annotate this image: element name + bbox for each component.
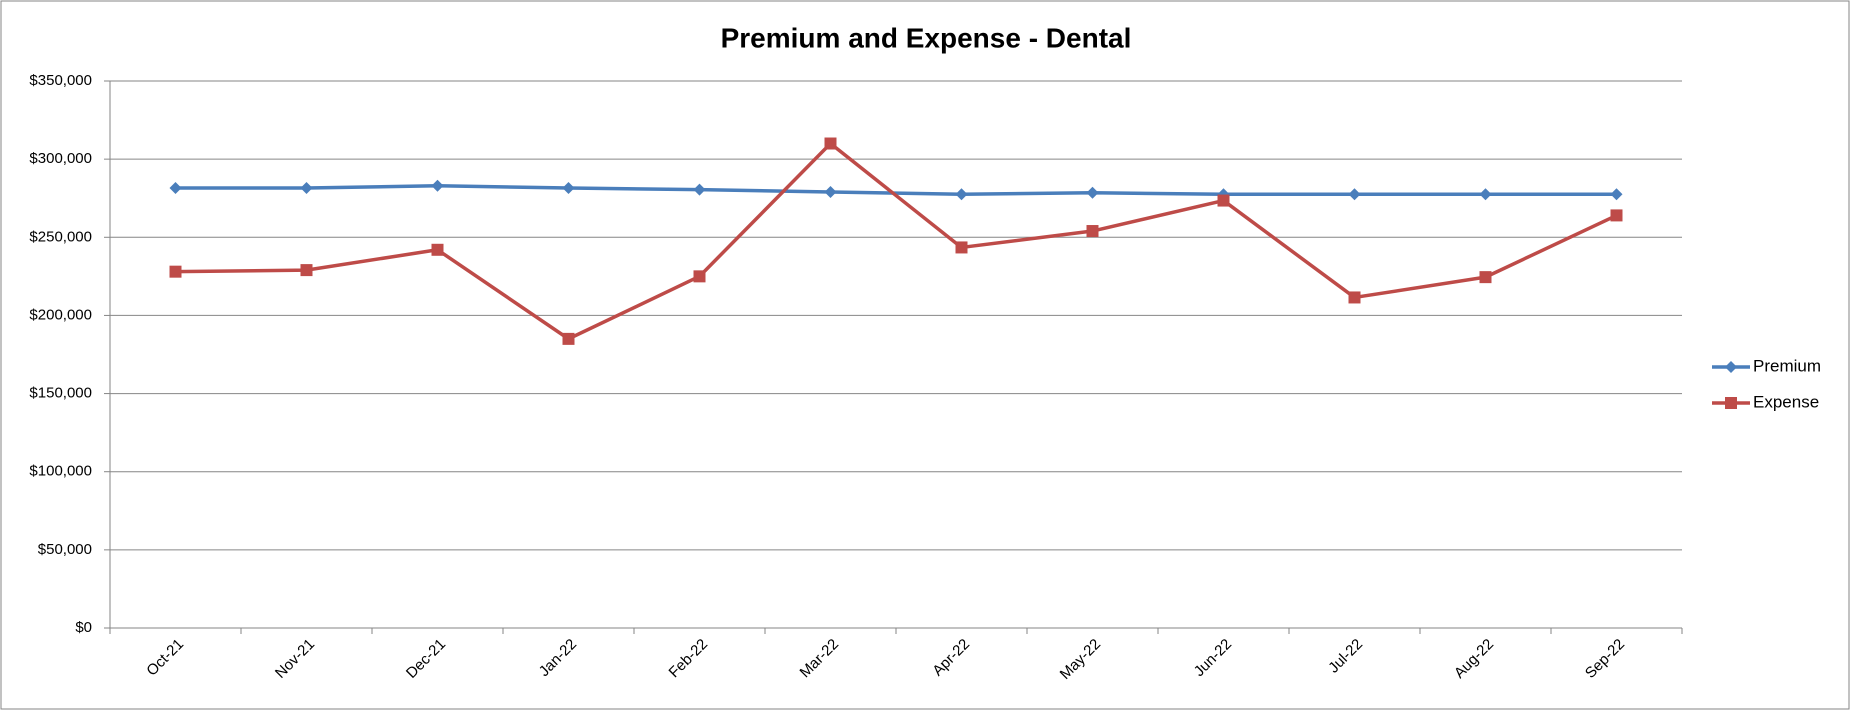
y-tick-label: $100,000 (29, 463, 92, 480)
point (1479, 271, 1492, 284)
point (955, 241, 968, 254)
point (1348, 291, 1361, 304)
chart-title: Premium and Expense - Dental (721, 22, 1132, 53)
point (1348, 188, 1361, 201)
y-tick-label: $200,000 (29, 306, 92, 323)
point (1086, 186, 1099, 199)
point (169, 182, 182, 195)
point (562, 182, 575, 195)
point (1610, 188, 1623, 201)
legend-marker (1725, 397, 1737, 409)
series-line (175, 141, 1618, 341)
point (824, 185, 837, 198)
y-tick-label: $350,000 (29, 72, 92, 89)
legend-label: Premium (1753, 356, 1821, 375)
point (824, 137, 837, 150)
point (1610, 209, 1623, 222)
point (693, 270, 706, 283)
legend-marker (1725, 361, 1737, 373)
point (300, 264, 313, 277)
series-line (175, 183, 1617, 197)
y-tick-label: $50,000 (38, 541, 92, 558)
point (300, 182, 313, 195)
point (1086, 225, 1099, 238)
point (431, 243, 444, 256)
y-tick-label: $300,000 (29, 150, 92, 167)
y-tick-label: $0 (75, 619, 92, 636)
point (1479, 188, 1492, 201)
point (1217, 194, 1230, 207)
point (169, 265, 182, 278)
y-tick-label: $250,000 (29, 228, 92, 245)
legend-label: Expense (1753, 392, 1819, 411)
point (693, 183, 706, 196)
point (562, 332, 575, 345)
point (431, 179, 444, 192)
point (955, 188, 968, 201)
y-tick-label: $150,000 (29, 385, 92, 402)
